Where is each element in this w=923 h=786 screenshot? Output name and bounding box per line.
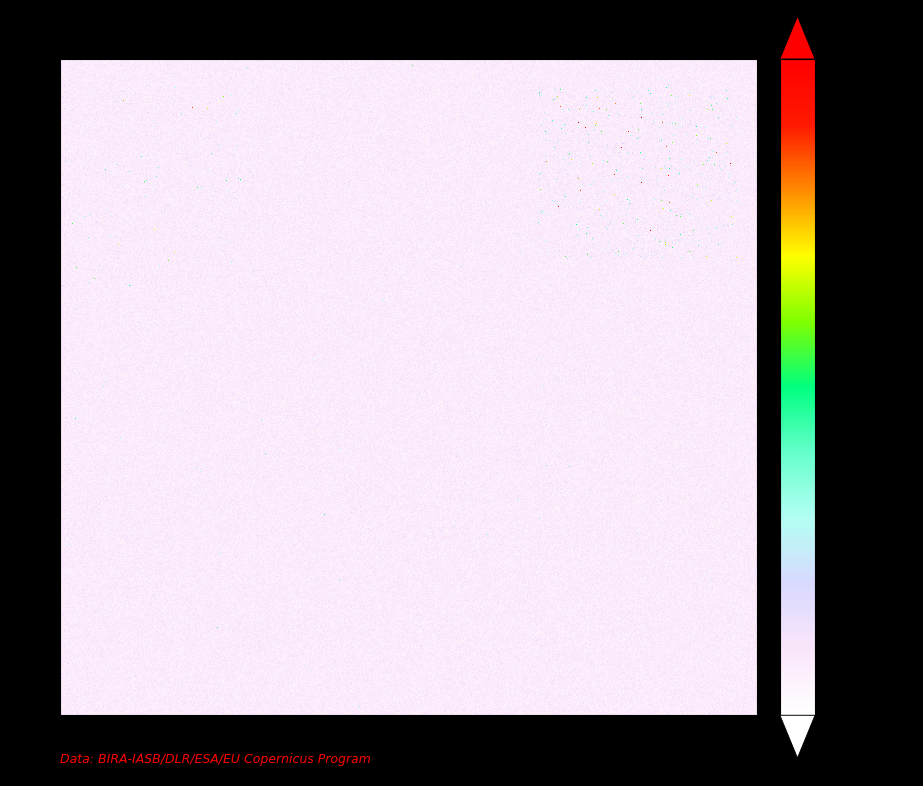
Text: Sentinel-5P/TROPOMI - 08/22/2024 03:56-07:24 UT: Sentinel-5P/TROPOMI - 08/22/2024 03:56-0… — [130, 20, 682, 39]
Text: SO₂ mass: 0.0144 kt; SO₂ max: 20.43 DU at lon: 134.95 lat: 37.57 ; 04:00UTC: SO₂ mass: 0.0144 kt; SO₂ max: 20.43 DU a… — [60, 46, 622, 59]
Y-axis label: SO₂ column PBL [DU]: SO₂ column PBL [DU] — [854, 314, 868, 461]
Polygon shape — [780, 17, 815, 59]
Polygon shape — [780, 715, 815, 758]
Text: Data: BIRA-IASB/DLR/ESA/EU Copernicus Program: Data: BIRA-IASB/DLR/ESA/EU Copernicus Pr… — [60, 753, 371, 766]
